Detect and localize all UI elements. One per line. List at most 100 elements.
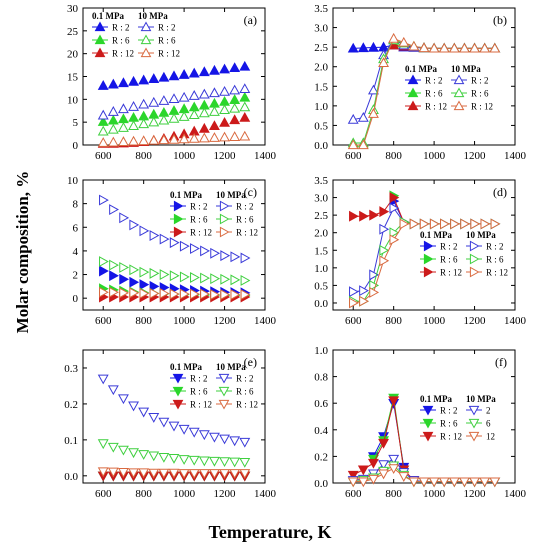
y-tick-label: 1.0 — [314, 263, 328, 275]
data-point — [399, 218, 410, 230]
x-tick-label: 800 — [385, 150, 402, 162]
legend-marker — [422, 405, 434, 416]
data-point — [408, 40, 420, 51]
data-point — [178, 455, 190, 465]
data-point — [119, 262, 130, 273]
y-tick-label: 1.0 — [314, 345, 328, 357]
data-point — [198, 88, 210, 99]
x-tick-label: 1000 — [173, 315, 196, 327]
legend-marker — [469, 253, 480, 265]
data-point — [448, 477, 460, 488]
legend-label: R : 12 — [236, 400, 258, 410]
series-10mpa-5 — [347, 464, 501, 488]
data-point — [190, 272, 200, 283]
data-point — [107, 136, 119, 147]
y-tick-label: 15 — [67, 72, 79, 84]
data-point — [99, 256, 109, 267]
legend-marker — [407, 100, 419, 111]
data-point — [378, 438, 390, 449]
data-point — [347, 470, 359, 481]
data-point — [138, 407, 150, 418]
data-point — [188, 427, 200, 438]
data-point — [208, 432, 220, 443]
data-point — [188, 455, 200, 466]
legend: 0.1 MPa 10 MPa R : 2 R : 6 R : 12 2 6 12 — [420, 394, 496, 442]
data-point — [219, 434, 231, 445]
data-point — [188, 109, 200, 120]
data-point — [428, 477, 440, 488]
legend-marker — [173, 213, 184, 225]
y-tick-label: 10 — [67, 94, 79, 106]
panel-label: (c) — [244, 185, 257, 199]
data-point — [378, 460, 390, 471]
panel-b: 600 800 1000 1200 1400 0.0 0.5 1.0 1.5 2.0 2.5 3.0 3… — [314, 3, 526, 162]
data-point — [429, 218, 440, 230]
data-point — [379, 206, 390, 218]
data-point — [229, 62, 241, 73]
data-point — [219, 85, 231, 96]
legend-marker — [140, 47, 152, 58]
data-point — [158, 468, 170, 479]
data-point — [97, 137, 109, 147]
legend-label: 2 — [486, 406, 491, 416]
y-tick-label: 30 — [67, 3, 79, 15]
x-tick-label: 600 — [95, 315, 112, 327]
series-10mpa-4 — [97, 439, 251, 468]
series-10mpa-5 — [349, 218, 501, 309]
data-point — [128, 135, 140, 146]
y-tick-label: 4 — [73, 246, 79, 258]
data-point — [198, 122, 210, 133]
data-point — [99, 265, 109, 277]
data-point — [240, 289, 251, 301]
plot-frame — [332, 349, 516, 484]
legend-marker — [423, 253, 434, 265]
legend-label: R : 2 — [440, 242, 458, 252]
legend: 0.1 MPa 10 MPa R : 2 R : 6 R : 12 R : 2 R : 6 R… — [92, 11, 180, 59]
legend-label: R : 2 — [236, 202, 254, 212]
data-point — [219, 63, 231, 74]
legend-marker — [140, 21, 152, 32]
data-point — [117, 77, 129, 88]
data-point — [198, 456, 210, 467]
legend-marker — [453, 87, 465, 98]
legend-label: R : 2 — [158, 23, 176, 33]
data-point — [239, 469, 251, 479]
data-point — [458, 477, 470, 488]
legend-marker — [423, 240, 434, 252]
legend-marker — [94, 34, 106, 45]
y-tick-label: 0.6 — [314, 398, 328, 410]
series-10mpa-3 — [97, 374, 251, 448]
data-point — [208, 456, 220, 467]
data-point — [97, 374, 109, 385]
data-point — [117, 394, 129, 405]
legend-header: 10 MPa — [466, 230, 496, 240]
data-point — [128, 448, 140, 459]
data-point — [159, 233, 170, 245]
data-point — [418, 477, 430, 488]
data-point — [109, 286, 119, 298]
data-point — [489, 42, 501, 53]
data-point — [347, 42, 359, 53]
legend-label: R : 12 — [190, 400, 212, 410]
data-point — [200, 272, 210, 284]
data-point — [148, 96, 160, 107]
data-point — [458, 42, 470, 53]
data-point — [480, 218, 491, 230]
x-tick-label: 800 — [135, 315, 152, 327]
data-point — [239, 91, 251, 102]
panel-label: (d) — [493, 185, 507, 199]
plot-frame — [332, 7, 516, 146]
data-point — [149, 280, 160, 292]
panel-label: (a) — [244, 13, 257, 27]
data-point — [367, 108, 379, 118]
y-tick-label: 2 — [73, 270, 79, 282]
legend-header: 10 MPa — [216, 362, 246, 372]
data-point — [119, 273, 130, 285]
y-tick-label: 3.0 — [314, 23, 328, 35]
legend-label: R : 12 — [440, 268, 462, 278]
legend-marker — [94, 47, 106, 58]
data-point — [479, 477, 491, 488]
x-tick-label: 1200 — [214, 488, 237, 500]
x-tick-label: 1000 — [173, 488, 196, 500]
data-point — [388, 464, 400, 474]
